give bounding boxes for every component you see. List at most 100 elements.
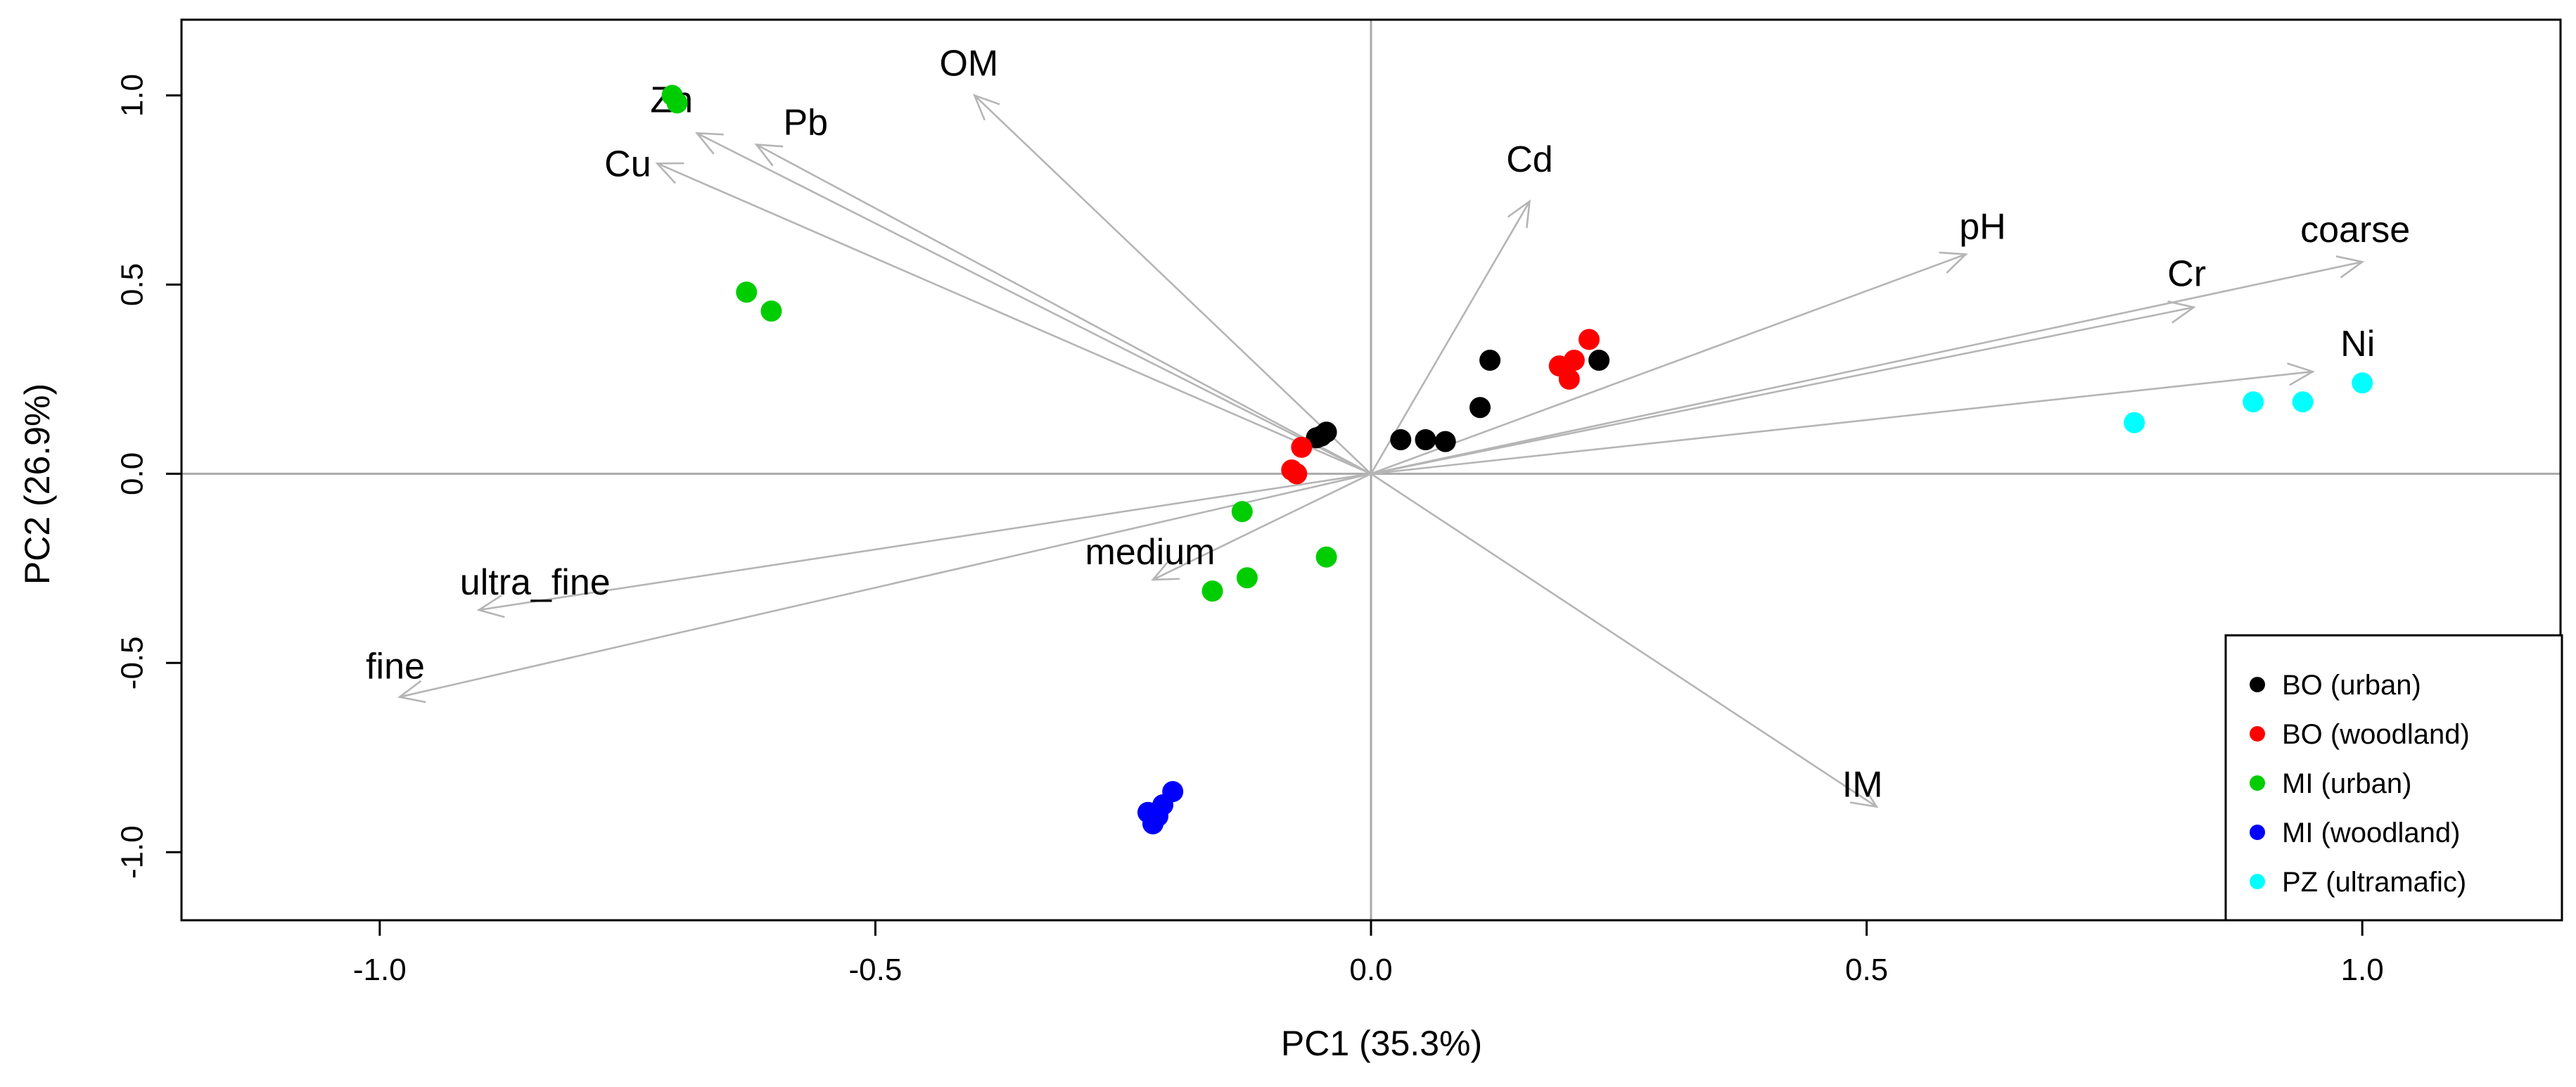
arrow-shaft bbox=[1370, 253, 1966, 475]
loading-label-cu: Cu bbox=[604, 144, 651, 184]
data-point bbox=[1291, 436, 1313, 458]
legend-label: BO (woodland) bbox=[2282, 719, 2470, 750]
series-mi-urban bbox=[661, 84, 1337, 602]
legend-marker bbox=[2250, 775, 2265, 791]
series-bo-urban bbox=[1306, 350, 1610, 452]
data-point bbox=[2124, 412, 2145, 433]
loading-label-medium: medium bbox=[1085, 532, 1216, 573]
x-tick-label: -1.0 bbox=[353, 953, 407, 987]
axes: -1.0 -0.5 0.0 0.5 1.0 -1.0 -0.5 0.0 0.5 1.0 bbox=[115, 74, 2384, 987]
loading-label-om: OM bbox=[939, 44, 998, 84]
loading-arrow-cd bbox=[1370, 199, 1531, 475]
legend-label: PZ (ultramafic) bbox=[2282, 867, 2466, 898]
loading-arrow-ni bbox=[1370, 362, 2315, 475]
x-tick-label: 1.0 bbox=[2341, 953, 2384, 987]
legend-marker bbox=[2250, 825, 2265, 840]
y-axis-title: PC2 (26.9%) bbox=[18, 383, 57, 585]
arrow-head bbox=[754, 143, 784, 167]
arrow-head bbox=[1849, 783, 1879, 808]
arrow-head bbox=[1507, 199, 1531, 229]
y-tick-label: -0.5 bbox=[115, 636, 150, 689]
loading-label-cr: Cr bbox=[2167, 254, 2206, 295]
loading-arrow-ultra_fine bbox=[476, 473, 1372, 618]
legend-item: MI (urban) bbox=[2250, 768, 2412, 799]
data-point bbox=[1563, 350, 1585, 371]
data-point bbox=[1201, 580, 1223, 602]
y-tick-label: 0.0 bbox=[115, 452, 150, 495]
data-point bbox=[2352, 372, 2373, 394]
loading-arrow-medium bbox=[1151, 473, 1372, 581]
data-point bbox=[1558, 368, 1580, 390]
series-bo-woodland bbox=[1281, 329, 1600, 485]
arrow-head bbox=[1151, 559, 1180, 581]
legend-item: PZ (ultramafic) bbox=[2250, 867, 2466, 898]
score-points bbox=[661, 84, 2373, 834]
loading-label-ultra_fine: ultra_fine bbox=[460, 562, 611, 603]
data-point bbox=[1390, 428, 1412, 450]
data-point bbox=[1231, 501, 1253, 523]
arrow-shaft bbox=[1370, 370, 2313, 475]
arrow-shaft bbox=[1152, 473, 1372, 581]
x-axis-title: PC1 (35.3%) bbox=[1281, 1024, 1482, 1063]
arrow-head bbox=[476, 595, 505, 618]
data-point bbox=[2292, 391, 2314, 413]
legend-item: BO (woodland) bbox=[2250, 719, 2470, 750]
legend-label: BO (urban) bbox=[2282, 670, 2421, 701]
series-pz-ultramafic bbox=[2124, 372, 2373, 433]
x-tick-label: -0.5 bbox=[849, 953, 903, 987]
series-mi-woodland bbox=[1137, 781, 1184, 834]
legend-box bbox=[2224, 634, 2563, 922]
loading-label-ph: pH bbox=[1959, 206, 2006, 247]
arrow-shaft bbox=[399, 473, 1372, 698]
arrow-head bbox=[1939, 251, 1968, 274]
loading-arrow-coarse bbox=[1370, 255, 2365, 475]
legend-item: MI (woodland) bbox=[2250, 818, 2460, 848]
arrow-shaft bbox=[755, 144, 1372, 475]
data-point bbox=[1315, 546, 1337, 568]
legend-marker bbox=[2250, 677, 2265, 692]
loading-label-coarse: coarse bbox=[2300, 210, 2410, 250]
arrow-shaft bbox=[478, 473, 1372, 611]
x-tick-label: 0.5 bbox=[1845, 953, 1888, 987]
data-point bbox=[760, 300, 782, 322]
data-point bbox=[1236, 567, 1258, 589]
loading-arrow-om bbox=[973, 94, 1372, 475]
legend-marker bbox=[2250, 726, 2265, 742]
data-point bbox=[666, 92, 688, 114]
loading-arrow-pb bbox=[754, 143, 1372, 475]
data-point bbox=[1434, 431, 1456, 452]
data-point bbox=[1469, 397, 1491, 419]
arrow-head bbox=[2287, 362, 2315, 386]
x-tick-label: 0.0 bbox=[1349, 953, 1392, 987]
legend-label: MI (woodland) bbox=[2282, 818, 2460, 848]
loading-label-cd: Cd bbox=[1506, 139, 1552, 180]
data-point bbox=[1286, 463, 1308, 485]
arrow-shaft bbox=[1370, 473, 1877, 808]
data-point bbox=[1415, 428, 1436, 450]
arrow-shaft bbox=[1370, 201, 1531, 475]
arrow-shaft bbox=[696, 132, 1372, 475]
data-point bbox=[736, 281, 758, 303]
data-point bbox=[1479, 350, 1501, 371]
legend-label: MI (urban) bbox=[2282, 768, 2412, 799]
arrow-head bbox=[397, 680, 426, 704]
loading-arrow-cu bbox=[655, 162, 1372, 475]
reference-lines bbox=[181, 20, 2561, 920]
legend: BO (urban) BO (woodland) MI (urban) MI (woo… bbox=[2224, 634, 2563, 922]
loading-arrow-ph bbox=[1370, 251, 1968, 475]
loading-arrow-im bbox=[1370, 473, 1879, 808]
arrow-shaft bbox=[1370, 260, 2363, 475]
arrow-head bbox=[694, 132, 724, 155]
legend-marker bbox=[2250, 874, 2265, 889]
legend-item: BO (urban) bbox=[2250, 670, 2421, 701]
loading-arrow-fine bbox=[397, 473, 1372, 704]
loading-arrows: OMZnPbCuCdpHcoarseCrNiultra_finefinemedi… bbox=[366, 44, 2410, 808]
loading-label-fine: fine bbox=[366, 647, 425, 687]
arrow-shaft bbox=[974, 94, 1372, 475]
data-point bbox=[2243, 391, 2264, 413]
data-point bbox=[1588, 350, 1610, 371]
y-tick-label: 1.0 bbox=[115, 74, 150, 117]
arrow-head bbox=[2167, 300, 2196, 324]
arrow-head bbox=[2335, 255, 2365, 279]
